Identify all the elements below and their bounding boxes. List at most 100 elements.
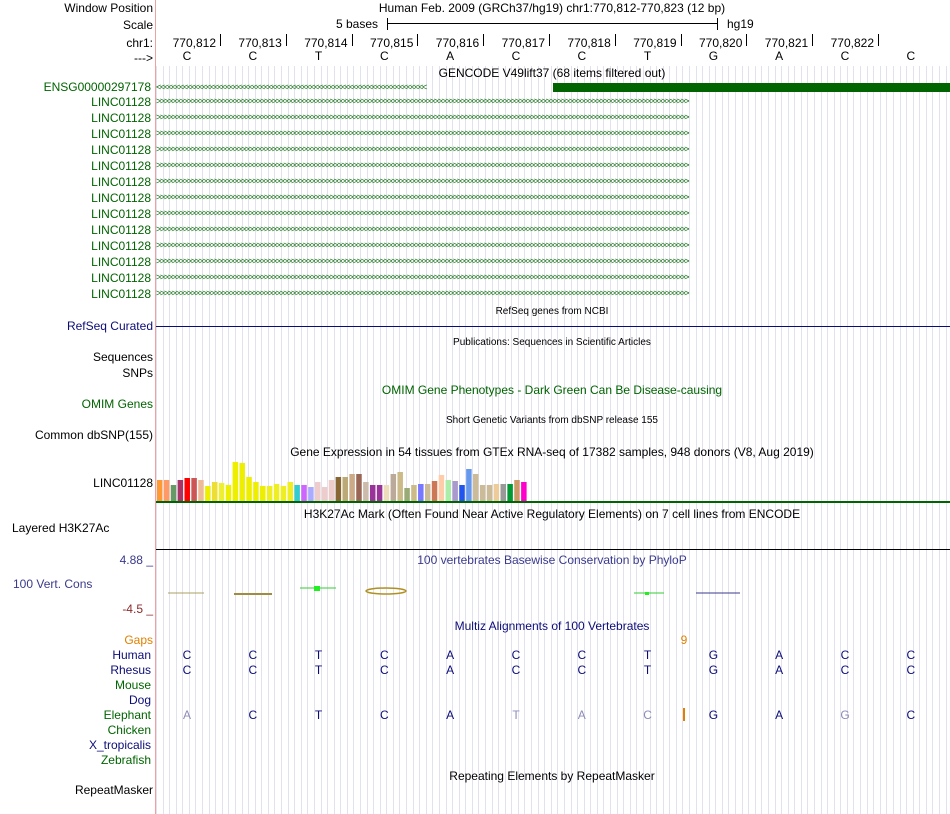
gene-row[interactable]: >>>>>>>>>>>>>>>>>>>>>>>>>>>>>>>>>>>>>>>>… — [156, 96, 950, 108]
gtex-tissue-bar[interactable] — [479, 485, 486, 501]
gene-label-linc01128[interactable]: LINC01128 — [91, 287, 151, 301]
gtex-tissue-bar[interactable] — [266, 486, 273, 501]
gtex-tissue-bar[interactable] — [473, 474, 479, 501]
exon-block[interactable] — [553, 83, 950, 92]
gene-row[interactable]: >>>>>>>>>>>>>>>>>>>>>>>>>>>>>>>>>>>>>>>>… — [156, 208, 950, 220]
gtex-bar-chart[interactable] — [156, 458, 950, 502]
gtex-tissue-bar[interactable] — [246, 477, 252, 501]
gtex-tissue-bar[interactable] — [157, 480, 163, 501]
species-label[interactable]: Elephant — [103, 708, 151, 722]
species-label[interactable]: Chicken — [107, 723, 151, 737]
phylop-track-label[interactable]: 100 Vert. Cons — [13, 577, 93, 591]
gtex-tissue-bar[interactable] — [294, 485, 300, 501]
gene-label-linc01128[interactable]: LINC01128 — [91, 191, 151, 205]
gtex-tissue-bar[interactable] — [376, 485, 383, 501]
species-label[interactable]: Zebrafish — [100, 753, 151, 767]
gene-row[interactable]: >>>>>>>>>>>>>>>>>>>>>>>>>>>>>>>>>>>>>>>>… — [156, 272, 950, 284]
gtex-tissue-bar[interactable] — [205, 486, 211, 501]
gtex-tissue-bar[interactable] — [280, 486, 287, 501]
species-label[interactable]: Human — [112, 648, 151, 662]
gene-label-linc01128[interactable]: LINC01128 — [91, 207, 151, 221]
gtex-tissue-bar[interactable] — [500, 484, 507, 501]
omim-track-label[interactable]: OMIM Genes — [81, 397, 153, 411]
gene-row[interactable]: >>>>>>>>>>>>>>>>>>>>>>>>>>>>>>>>>>>>>>>>… — [156, 160, 950, 172]
gene-label-linc01128[interactable]: LINC01128 — [91, 175, 151, 189]
gtex-tissue-bar[interactable] — [321, 487, 328, 501]
gtex-tissue-bar[interactable] — [424, 484, 431, 501]
gtex-tissue-bar[interactable] — [349, 474, 355, 501]
gene-row[interactable]: >>>>>>>>>>>>>>>>>>>>>>>>>>>>>>>>>>>>>>>>… — [156, 192, 950, 204]
gtex-tissue-bar[interactable] — [342, 477, 348, 501]
h3k27ac-track-label[interactable]: Layered H3K27Ac — [12, 521, 110, 535]
gene-row[interactable]: >>>>>>>>>>>>>>>>>>>>>>>>>>>>>>>>>>>>>>>>… — [156, 128, 950, 140]
gtex-tissue-bar[interactable] — [335, 477, 342, 501]
gtex-tissue-bar[interactable] — [521, 482, 527, 501]
gtex-tissue-bar[interactable] — [163, 480, 170, 501]
gene-label-ensg[interactable]: ENSG00000297178 — [43, 80, 151, 94]
gtex-tissue-bar[interactable] — [445, 480, 452, 501]
gtex-tissue-bar[interactable] — [191, 478, 197, 501]
gtex-tissue-bar[interactable] — [287, 482, 294, 501]
phylop-signal[interactable] — [156, 578, 950, 608]
snps-track-label[interactable]: SNPs — [122, 366, 153, 380]
gene-row-reverse[interactable]: <<<<<<<<<<<<<<<<<<<<<<<<<<<<<<<<<<<<<<<<… — [156, 80, 950, 94]
gtex-tissue-bar[interactable] — [486, 485, 493, 501]
gtex-tissue-bar[interactable] — [466, 469, 472, 501]
gtex-tissue-bar[interactable] — [493, 484, 500, 501]
gtex-tissue-bar[interactable] — [411, 485, 417, 501]
gene-label-linc01128[interactable]: LINC01128 — [91, 95, 151, 109]
species-label[interactable]: Rhesus — [110, 663, 151, 677]
dbsnp-track-label[interactable]: Common dbSNP(155) — [34, 428, 153, 442]
gtex-tissue-bar[interactable] — [232, 462, 239, 501]
gene-row[interactable]: >>>>>>>>>>>>>>>>>>>>>>>>>>>>>>>>>>>>>>>>… — [156, 112, 950, 124]
gtex-tissue-bar[interactable] — [363, 482, 369, 501]
gtex-tissue-bar[interactable] — [273, 484, 280, 501]
gene-row[interactable]: >>>>>>>>>>>>>>>>>>>>>>>>>>>>>>>>>>>>>>>>… — [156, 240, 950, 252]
repeatmasker-track-label[interactable]: RepeatMasker — [74, 783, 153, 797]
gtex-tissue-bar[interactable] — [170, 485, 177, 501]
gtex-tissue-bar[interactable] — [308, 487, 314, 501]
gtex-tissue-bar[interactable] — [507, 484, 513, 501]
gene-label-linc01128[interactable]: LINC01128 — [91, 271, 151, 285]
gene-row[interactable]: >>>>>>>>>>>>>>>>>>>>>>>>>>>>>>>>>>>>>>>>… — [156, 144, 950, 156]
gtex-tissue-bar[interactable] — [397, 472, 403, 501]
gtex-tissue-bar[interactable] — [383, 485, 390, 501]
gtex-tissue-bar[interactable] — [438, 475, 445, 501]
gtex-tissue-bar[interactable] — [404, 488, 410, 501]
browser-image[interactable]: Human Feb. 2009 (GRCh37/hg19) chr1:770,8… — [156, 0, 950, 814]
gtex-tissue-bar[interactable] — [369, 485, 376, 501]
gtex-tissue-bar[interactable] — [356, 474, 362, 501]
gtex-tissue-bar[interactable] — [211, 482, 218, 501]
gtex-tissue-bar[interactable] — [452, 481, 458, 501]
gene-row[interactable]: >>>>>>>>>>>>>>>>>>>>>>>>>>>>>>>>>>>>>>>>… — [156, 224, 950, 236]
gtex-tissue-bar[interactable] — [431, 481, 438, 501]
gtex-tissue-bar[interactable] — [315, 482, 321, 501]
refseq-gene-line[interactable] — [156, 326, 950, 327]
gtex-tissue-bar[interactable] — [225, 485, 232, 501]
gtex-track-label[interactable]: LINC01128 — [93, 476, 153, 490]
gene-row[interactable]: >>>>>>>>>>>>>>>>>>>>>>>>>>>>>>>>>>>>>>>>… — [156, 288, 950, 300]
gtex-tissue-bar[interactable] — [184, 478, 190, 501]
gene-row[interactable]: >>>>>>>>>>>>>>>>>>>>>>>>>>>>>>>>>>>>>>>>… — [156, 256, 950, 268]
gtex-tissue-bar[interactable] — [418, 484, 424, 501]
gtex-tissue-bar[interactable] — [390, 474, 397, 501]
gtex-tissue-bar[interactable] — [218, 483, 225, 501]
gene-label-linc01128[interactable]: LINC01128 — [91, 239, 151, 253]
gtex-tissue-bar[interactable] — [328, 480, 335, 501]
gene-label-linc01128[interactable]: LINC01128 — [91, 159, 151, 173]
gtex-tissue-bar[interactable] — [198, 480, 204, 501]
sequences-track-label[interactable]: Sequences — [92, 350, 153, 364]
gtex-tissue-bar[interactable] — [260, 486, 266, 501]
species-label[interactable]: Mouse — [114, 678, 151, 692]
gtex-tissue-bar[interactable] — [177, 480, 184, 501]
species-label[interactable]: X_tropicalis — [88, 738, 151, 752]
gene-label-linc01128[interactable]: LINC01128 — [91, 143, 151, 157]
gene-label-linc01128[interactable]: LINC01128 — [91, 223, 151, 237]
refseq-track-label[interactable]: RefSeq Curated — [66, 319, 153, 333]
gene-label-linc01128[interactable]: LINC01128 — [91, 111, 151, 125]
species-label[interactable]: Dog — [128, 693, 151, 707]
gtex-tissue-bar[interactable] — [239, 463, 245, 501]
gtex-tissue-bar[interactable] — [459, 485, 465, 501]
gtex-tissue-bar[interactable] — [253, 482, 259, 501]
gtex-tissue-bar[interactable] — [301, 485, 307, 501]
